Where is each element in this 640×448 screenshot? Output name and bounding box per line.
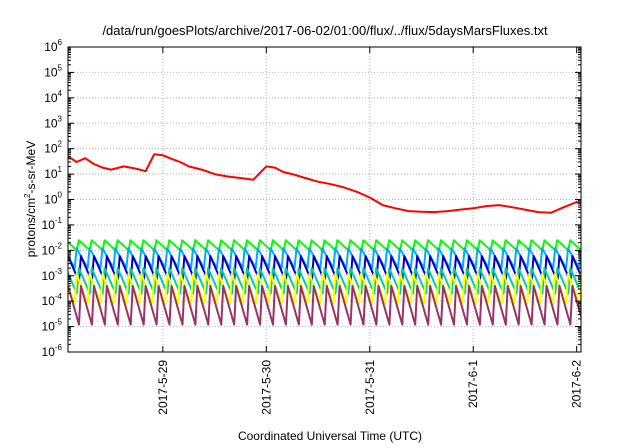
y-tick-label: 10-4 xyxy=(42,292,63,308)
x-axis-label: Coordinated Universal Time (UTC) xyxy=(238,429,422,443)
series-line-0 xyxy=(68,153,581,214)
y-tick-label: 101 xyxy=(44,165,62,181)
y-tick-label: 10-2 xyxy=(42,241,63,257)
plot-area xyxy=(68,153,581,326)
x-tick-label: 2017-6-2 xyxy=(570,360,584,408)
y-tick-label: 102 xyxy=(44,140,62,156)
y-tick-label: 106 xyxy=(44,38,62,54)
y-tick-label: 10-5 xyxy=(42,318,63,334)
y-tick-label: 105 xyxy=(44,63,62,79)
y-axis-label: protons/cm2-s-sr-MeV xyxy=(23,141,38,257)
y-tick-label: 10-6 xyxy=(42,343,63,359)
chart-title: /data/run/goesPlots/archive/2017-06-02/0… xyxy=(102,23,548,38)
y-axis: 10-6 10-5 10-4 10-3 10-2 10-1 100 101 102 103 104 1… xyxy=(42,38,581,359)
series-line-6 xyxy=(68,284,581,326)
y-tick-label: 10-1 xyxy=(42,216,63,232)
y-tick-label: 104 xyxy=(44,89,62,105)
x-tick-label: 2017-5-30 xyxy=(259,360,273,415)
series-line-4 xyxy=(68,267,581,295)
y-tick-label: 100 xyxy=(44,191,62,207)
series-line-2 xyxy=(68,247,581,270)
x-tick-label: 2017-5-31 xyxy=(363,360,377,415)
y-tick-label: 103 xyxy=(44,114,62,130)
x-axis: 2017-5-29 2017-5-30 2017-5-31 2017-6-1 2017-… xyxy=(156,47,584,415)
x-tick-label: 2017-6-1 xyxy=(466,360,480,408)
x-tick-label: 2017-5-29 xyxy=(156,360,170,415)
y-tick-label: 10-3 xyxy=(42,267,63,283)
series-line-5 xyxy=(68,272,581,305)
series-line-1 xyxy=(68,239,581,252)
